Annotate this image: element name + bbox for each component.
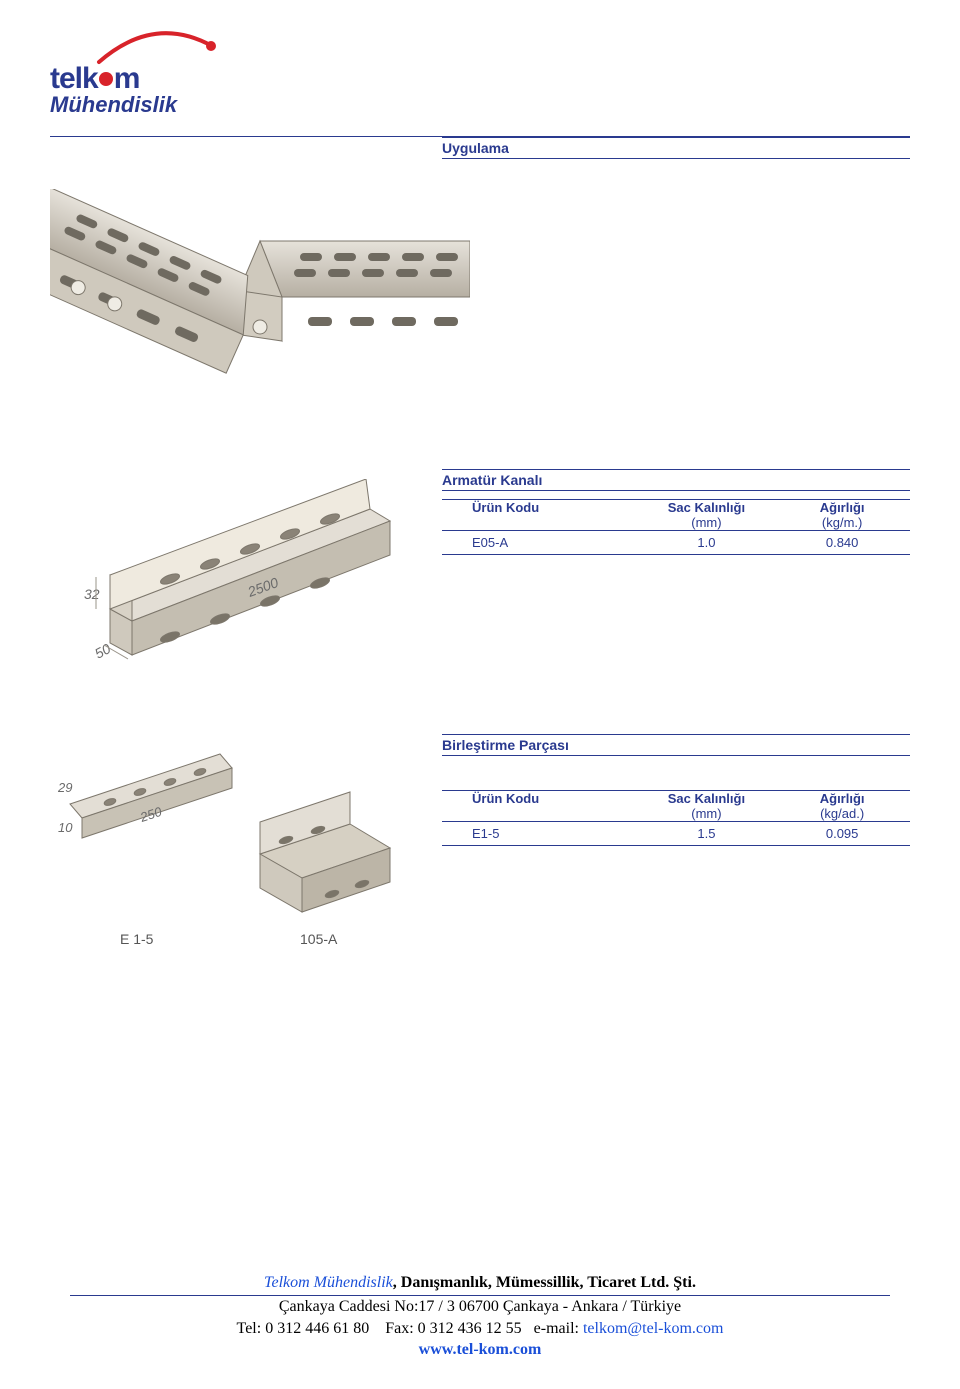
cell-code: E1-5 (442, 822, 639, 846)
footer-company-rest: , Danışmanlık, Mümessillik, Ticaret Ltd.… (393, 1274, 696, 1291)
th-unit-kg: (kg/ad.) (774, 806, 910, 822)
part-label-right: 105-A (300, 931, 338, 947)
cell-code: E05-A (442, 531, 639, 555)
th-unit-mm: (mm) (639, 806, 775, 822)
th-unit-empty (442, 515, 639, 531)
th-product-code: Ürün Kodu (442, 500, 639, 516)
application-image (50, 189, 470, 419)
armature-block: 32 50 2500 Armatür Kanalı Ürün Kodu Sac … (50, 469, 910, 674)
th-unit-mm: (mm) (639, 515, 775, 531)
footer-fax: 0 312 436 12 55 (418, 1320, 522, 1337)
th-weight: Ağırlığı (774, 791, 910, 807)
footer: Telkom Mühendislik, Danışmanlık, Mümessi… (0, 1272, 960, 1361)
logo-brand: telk m (50, 64, 230, 94)
footer-email-label: e-mail: (534, 1320, 579, 1337)
logo-brand-pre: telk (50, 64, 98, 94)
table-row: E1-5 1.5 0.095 (442, 822, 910, 846)
cell-thickness: 1.5 (639, 822, 775, 846)
th-unit-empty (442, 806, 639, 822)
logo-swoosh-icon (50, 30, 230, 64)
footer-tel-label: Tel: (237, 1320, 262, 1337)
armature-table: Ürün Kodu Sac Kalınlığı Ağırlığı (mm) (k… (442, 499, 910, 555)
armature-channel-image: 32 50 2500 (50, 479, 430, 669)
table-row: E05-A 1.0 0.840 (442, 531, 910, 555)
th-thickness: Sac Kalınlığı (639, 791, 775, 807)
logo-dot-icon (99, 72, 113, 86)
cell-thickness: 1.0 (639, 531, 775, 555)
th-product-code: Ürün Kodu (442, 791, 639, 807)
footer-address: Çankaya Caddesi No:17 / 3 06700 Çankaya … (0, 1296, 960, 1318)
dim-a: 29 (57, 780, 72, 795)
connector-block: 29 10 250 E 1-5 (50, 734, 910, 959)
cell-weight: 0.840 (774, 531, 910, 555)
dim-b: 10 (58, 820, 73, 835)
footer-email: telkom@tel-kom.com (583, 1320, 723, 1337)
section-heading-application: Uygulama (442, 137, 910, 159)
connector-title: Birleştirme Parçası (442, 734, 910, 756)
armature-title: Armatür Kanalı (442, 469, 910, 491)
footer-fax-label: Fax: (385, 1320, 413, 1337)
connector-table: Ürün Kodu Sac Kalınlığı Ağırlığı (mm) (k… (442, 790, 910, 846)
cell-weight: 0.095 (774, 822, 910, 846)
footer-web: www.tel-kom.com (419, 1341, 542, 1358)
part-label-left: E 1-5 (120, 931, 154, 947)
footer-company: Telkom Mühendislik (264, 1274, 393, 1291)
logo-subtitle: Mühendislik (50, 92, 230, 118)
footer-tel: 0 312 446 61 80 (265, 1320, 369, 1337)
th-weight: Ağırlığı (774, 500, 910, 516)
logo: telk m Mühendislik (50, 30, 230, 118)
logo-brand-post: m (114, 64, 140, 94)
th-thickness: Sac Kalınlığı (639, 500, 775, 516)
dim-height: 32 (84, 586, 100, 602)
th-unit-kg: (kg/m.) (774, 515, 910, 531)
connector-image: 29 10 250 E 1-5 (50, 744, 430, 954)
